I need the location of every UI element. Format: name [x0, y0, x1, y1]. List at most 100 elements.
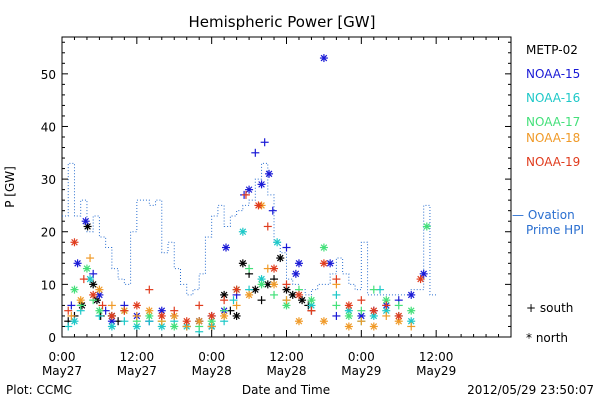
- noaa-19-north-point: [107, 311, 116, 320]
- noaa-17-north-point: [70, 285, 79, 294]
- noaa-18-south-point: [282, 296, 291, 305]
- plot-credit: Plot: CCMC: [6, 383, 72, 397]
- noaa-18-north-point: [319, 317, 328, 326]
- noaa-18-south-point: [232, 301, 241, 310]
- noaa-19-south-point: [170, 306, 179, 315]
- y-axis-label: P [GW]: [3, 166, 17, 208]
- y-axis-ticks: 0 10 20 30 40 50: [41, 41, 511, 345]
- noaa-17-south-point: [332, 301, 341, 310]
- noaa-17-south-point: [394, 301, 403, 310]
- noaa-17-south-point: [245, 264, 254, 273]
- y-tick-label: 50: [41, 68, 56, 82]
- legend-item-ovation: — Ovation: [512, 208, 575, 222]
- x-tick-date-label: May29: [341, 364, 381, 378]
- x-tick-date-label: May28: [266, 364, 306, 378]
- legend-symbol-north: * north: [526, 331, 568, 345]
- noaa-19-south-point: [241, 190, 250, 199]
- noaa-15-north-point: [294, 259, 303, 268]
- noaa-17-south-point: [357, 306, 366, 315]
- noaa-18-south-point: [357, 317, 366, 326]
- noaa-16-north-point: [273, 238, 282, 247]
- noaa-18-north-point: [294, 317, 303, 326]
- noaa-19-north-point: [394, 311, 403, 320]
- metp-02-north-point: [298, 296, 307, 305]
- x-tick-date-label: May28: [192, 364, 232, 378]
- noaa-18-north-point: [95, 285, 104, 294]
- x-tick-time-label: 0:00: [49, 350, 76, 364]
- metp-02-north-point: [263, 280, 272, 289]
- noaa-15-south-point: [332, 311, 341, 320]
- noaa-17-south-point: [270, 290, 279, 299]
- noaa-15-south-point: [251, 148, 260, 157]
- noaa-17-north-point: [422, 222, 431, 231]
- noaa-17-north-point: [257, 280, 266, 289]
- legend-symbol-south: + south: [526, 301, 573, 315]
- noaa-19-south-point: [220, 296, 229, 305]
- x-tick-time-label: 12:00: [419, 350, 454, 364]
- noaa-19-north-point: [344, 301, 353, 310]
- plot-timestamp: 2012/05/29 23:50:07: [467, 383, 594, 397]
- noaa-19-north-point: [157, 311, 166, 320]
- x-tick-date-label: May29: [416, 364, 456, 378]
- noaa-19-north-point: [270, 264, 279, 273]
- noaa-19-north-point: [232, 285, 241, 294]
- noaa-16-north-point: [70, 317, 79, 326]
- noaa-18-north-point: [76, 296, 85, 305]
- noaa-18-north-point: [145, 306, 154, 315]
- x-axis-ticks: 0:00May2712:00May270:00May2812:00May280:…: [42, 37, 500, 378]
- legend-item-noaa-15: NOAA-15: [526, 67, 580, 81]
- noaa-18-north-point: [270, 280, 279, 289]
- y-tick-label: 20: [41, 226, 56, 240]
- noaa-19-north-point: [207, 311, 216, 320]
- noaa-18-south-point: [107, 301, 116, 310]
- noaa-16-north-point: [238, 227, 247, 236]
- noaa-15-north-point: [73, 259, 82, 268]
- x-tick-time-label: 12:00: [120, 350, 155, 364]
- metp-02-north-point: [288, 290, 297, 299]
- noaa-16-south-point: [229, 296, 238, 305]
- metp-02-north-point: [276, 254, 285, 263]
- x-tick-time-label: 12:00: [269, 350, 304, 364]
- noaa-18-north-point: [195, 317, 204, 326]
- noaa-19-north-point: [294, 290, 303, 299]
- noaa-16-north-point: [107, 322, 116, 331]
- noaa-15-south-point: [67, 301, 76, 310]
- noaa-17-north-point: [282, 301, 291, 310]
- noaa-19-north-point: [369, 306, 378, 315]
- chart-title: Hemispheric Power [GW]: [189, 13, 376, 31]
- legend-item-ovation-line2: Prime HPI: [526, 223, 584, 237]
- satellite-points: [64, 54, 431, 336]
- noaa-18-north-point: [369, 322, 378, 331]
- noaa-17-north-point: [307, 296, 316, 305]
- y-tick-label: 40: [41, 120, 56, 134]
- noaa-18-south-point: [67, 311, 76, 320]
- noaa-18-south-point: [382, 311, 391, 320]
- noaa-15-north-point: [407, 290, 416, 299]
- noaa-17-north-point: [95, 306, 104, 315]
- noaa-17-north-point: [82, 264, 91, 273]
- noaa-17-south-point: [369, 285, 378, 294]
- noaa-19-south-point: [79, 275, 88, 284]
- noaa-19-north-point: [89, 290, 98, 299]
- noaa-17-north-point: [407, 306, 416, 315]
- metp-02-south-point: [257, 296, 266, 305]
- noaa-17-north-point: [145, 311, 154, 320]
- x-tick-date-label: May27: [42, 364, 82, 378]
- noaa-18-north-point: [220, 311, 229, 320]
- noaa-18-north-point: [344, 322, 353, 331]
- noaa-16-north-point: [86, 275, 95, 284]
- noaa-15-north-point: [81, 217, 90, 226]
- noaa-19-south-point: [195, 301, 204, 310]
- noaa-15-north-point: [319, 54, 328, 63]
- noaa-16-south-point: [120, 317, 129, 326]
- noaa-16-south-point: [64, 322, 73, 331]
- noaa-19-north-point: [70, 238, 79, 247]
- chart-legend: METP-02 NOAA-15 NOAA-16 NOAA-17 NOAA-18 …: [512, 43, 584, 345]
- legend-item-noaa-18: NOAA-18: [526, 131, 580, 145]
- noaa-15-south-point: [260, 138, 269, 147]
- noaa-19-north-point: [182, 317, 191, 326]
- noaa-19-south-point: [357, 296, 366, 305]
- legend-item-noaa-19: NOAA-19: [526, 155, 580, 169]
- x-tick-date-label: May27: [117, 364, 157, 378]
